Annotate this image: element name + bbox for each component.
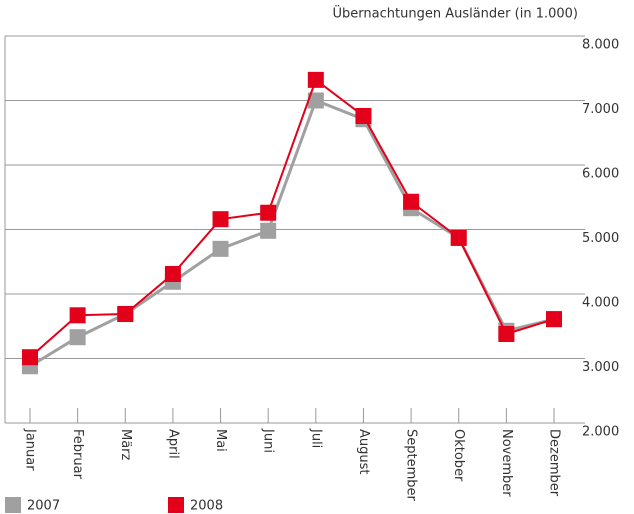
marker xyxy=(212,211,229,228)
y-tick-label: 5.000 xyxy=(582,231,619,246)
x-tick-label: Mai xyxy=(213,429,228,452)
marker xyxy=(403,193,420,210)
axis-title: Übernachtungen Ausländer (in 1.000) xyxy=(333,5,578,22)
marker xyxy=(69,329,86,346)
legend-swatch xyxy=(168,497,184,513)
x-tick-label: Januar xyxy=(23,428,38,471)
series-line xyxy=(29,78,555,358)
marker xyxy=(117,305,134,322)
x-tick-label: Oktober xyxy=(451,429,466,482)
x-tick-label: Februar xyxy=(70,429,85,480)
y-tick-label: 7.000 xyxy=(582,102,619,117)
y-tick-label: 6.000 xyxy=(582,167,619,182)
y-tick-label: 8.000 xyxy=(582,38,619,53)
marker xyxy=(450,229,467,246)
legend-label: 2007 xyxy=(27,499,60,514)
series-line xyxy=(29,98,555,368)
marker xyxy=(69,307,86,324)
legend-label: 2008 xyxy=(190,499,223,514)
y-tick-label: 2.000 xyxy=(582,425,619,440)
x-tick-label: November xyxy=(499,429,514,497)
x-tick-label: Juni xyxy=(261,428,276,453)
x-tick-label: März xyxy=(118,429,133,461)
marker xyxy=(212,240,229,257)
x-tick-label: April xyxy=(165,429,180,459)
marker xyxy=(22,349,38,366)
marker xyxy=(260,222,277,239)
y-tick-label: 3.000 xyxy=(582,360,619,375)
marker xyxy=(307,71,324,88)
marker xyxy=(164,266,181,283)
x-tick-label: Juli xyxy=(308,428,323,448)
x-tick-label: August xyxy=(356,429,371,475)
marker xyxy=(355,107,372,124)
x-tick-label: September xyxy=(404,429,419,502)
legend-swatch xyxy=(5,497,21,513)
x-tick-label: Dezember xyxy=(547,429,562,497)
y-tick-label: 4.000 xyxy=(582,296,619,311)
marker xyxy=(546,311,562,328)
marker xyxy=(307,92,324,109)
marker xyxy=(498,325,515,342)
marker xyxy=(260,204,277,221)
